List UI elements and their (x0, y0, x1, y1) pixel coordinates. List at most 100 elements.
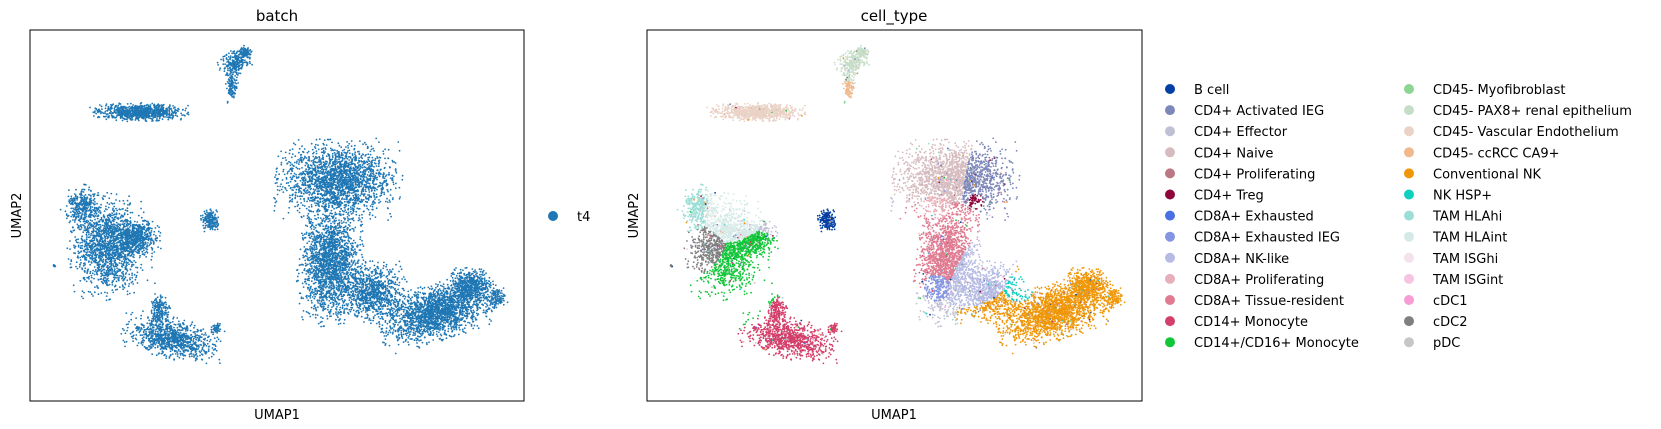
scatter-point (105, 262, 107, 264)
scatter-point (181, 348, 183, 350)
scatter-point (192, 340, 195, 343)
scatter-point (248, 60, 251, 63)
scatter-point (93, 197, 96, 200)
scatter-point (114, 276, 117, 279)
scatter-point (148, 115, 151, 117)
scatter-point (95, 212, 98, 215)
scatter-point (227, 69, 229, 72)
scatter-point (222, 55, 225, 58)
scatter-point (70, 200, 72, 202)
scatter-point (105, 218, 108, 221)
scatter-point (119, 232, 121, 235)
scatter-point (118, 200, 121, 202)
scatter-point (173, 358, 175, 360)
scatter-point (134, 227, 137, 230)
scatter-point (114, 284, 117, 287)
scatter-point (142, 339, 145, 341)
scatter-point (106, 201, 109, 204)
scatter-point (87, 261, 90, 263)
scatter-point (119, 286, 121, 288)
scatter-point (72, 284, 75, 287)
scatter-point (99, 206, 102, 209)
scatter-point (100, 258, 103, 261)
scatter-point (131, 227, 134, 230)
scatter-point (99, 268, 102, 271)
scatter-point (86, 251, 89, 253)
scatter-point (222, 58, 225, 60)
scatter-point (97, 192, 99, 194)
scatter-point (170, 333, 173, 336)
scatter-point (93, 111, 96, 114)
scatter-point (148, 107, 151, 110)
scatter-point (140, 200, 143, 203)
scatter-point (244, 59, 246, 62)
scatter-point (89, 272, 92, 275)
scatter-point (150, 343, 152, 346)
scatter-point (76, 199, 78, 201)
scatter-point (136, 266, 139, 269)
scatter-point (100, 259, 103, 262)
scatter-point (154, 346, 157, 349)
scatter-point (102, 265, 104, 268)
scatter-point (127, 258, 130, 261)
scatter-point (147, 334, 149, 337)
scatter-point (159, 343, 162, 346)
scatter-point (175, 112, 178, 114)
scatter-point (82, 249, 85, 252)
scatter-point (237, 82, 240, 84)
scatter-point (80, 250, 82, 253)
scatter-point (167, 113, 169, 116)
scatter-point (171, 115, 174, 117)
scatter-point (176, 341, 179, 344)
scatter-point (103, 210, 106, 213)
scatter-point (126, 262, 129, 264)
scatter-point (82, 191, 85, 193)
scatter-point (202, 216, 204, 219)
scatter-point (128, 283, 131, 285)
scatter-point (173, 349, 176, 352)
scatter-point (113, 107, 116, 110)
scatter-point (226, 72, 229, 75)
scatter-point (121, 219, 123, 222)
scatter-point (157, 246, 160, 249)
scatter-point (164, 339, 166, 342)
scatter-point (153, 324, 155, 326)
scatter-point (81, 239, 84, 242)
scatter-point (132, 263, 135, 266)
scatter-point (105, 245, 108, 248)
scatter-point (90, 246, 92, 249)
scatter-point (131, 118, 134, 121)
scatter-point (145, 235, 148, 238)
scatter-point (95, 208, 98, 210)
scatter-point (111, 216, 114, 219)
scatter-point (107, 116, 109, 119)
scatter-point (83, 276, 86, 279)
scatter-point (158, 328, 161, 331)
scatter-point (67, 258, 70, 260)
scatter-point (106, 237, 109, 240)
scatter-point (111, 268, 114, 271)
scatter-point (121, 260, 123, 263)
scatter-point (126, 233, 128, 236)
scatter-point (129, 278, 132, 281)
scatter-point (218, 69, 221, 71)
scatter-point (64, 210, 67, 213)
scatter-point (124, 332, 127, 335)
scatter-point (96, 253, 99, 256)
scatter-point (113, 202, 116, 205)
scatter-point (161, 334, 164, 337)
scatter-point (112, 273, 115, 276)
scatter-point (151, 306, 154, 309)
scatter-point (155, 354, 158, 357)
scatter-point (143, 324, 145, 327)
scatter-point (136, 282, 139, 284)
scatter-point (151, 353, 154, 356)
scatter-point (90, 281, 93, 284)
scatter-point (84, 222, 86, 225)
scatter-point (246, 53, 248, 56)
scatter-point (150, 331, 153, 334)
scatter-point (67, 195, 70, 198)
scatter-point (164, 305, 167, 308)
scatter-point (106, 261, 109, 264)
scatter-point (112, 207, 114, 210)
